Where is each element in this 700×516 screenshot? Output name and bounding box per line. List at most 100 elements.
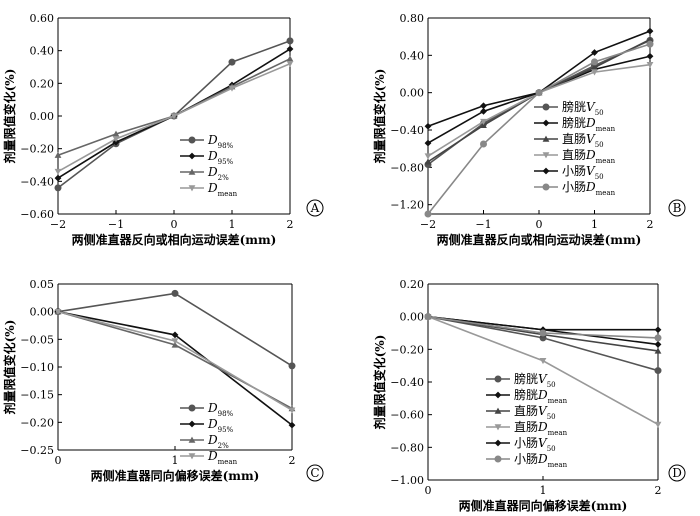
y-tick-label: 0.40 xyxy=(400,49,425,62)
series-line-2 xyxy=(57,58,291,156)
x-tick-label: −1 xyxy=(108,218,124,231)
y-axis-title: 剂量限值变化(%) xyxy=(372,335,387,431)
legend-entry: 直肠V50 xyxy=(514,404,556,421)
data-point xyxy=(591,64,598,71)
data-point xyxy=(228,85,236,92)
data-point xyxy=(480,107,487,115)
y-tick-label: 0.05 xyxy=(30,278,55,291)
series-line-3 xyxy=(427,63,651,157)
legend-marker xyxy=(542,183,550,191)
panel-letter: A xyxy=(310,201,320,215)
x-tick-label: −1 xyxy=(475,218,491,231)
y-tick-label: 0.20 xyxy=(400,278,425,291)
legend-marker xyxy=(494,439,502,447)
series-line-1 xyxy=(57,310,293,426)
data-point xyxy=(54,174,62,182)
legend-entry: D2% xyxy=(207,165,229,182)
legend-entry: 小肠Dmean xyxy=(562,180,616,197)
y-tick-label: −0.15 xyxy=(20,389,54,402)
y-tick-label: −0.80 xyxy=(390,161,424,174)
x-tick-label: 2 xyxy=(647,218,654,231)
y-tick-label: 0.00 xyxy=(400,311,425,324)
y-tick-label: −0.10 xyxy=(20,361,54,374)
series-line-2 xyxy=(427,38,651,163)
x-tick-label: 0 xyxy=(55,454,62,467)
series-line-4 xyxy=(427,30,651,144)
data-point xyxy=(539,329,547,337)
panel-letter-circle xyxy=(668,199,686,217)
data-point xyxy=(286,45,294,53)
legend-entry: 膀胱Dmean xyxy=(514,387,568,405)
legend-marker xyxy=(188,185,196,192)
data-point xyxy=(654,367,662,375)
data-point xyxy=(112,130,120,137)
data-point xyxy=(591,49,598,56)
legend-marker xyxy=(188,420,196,428)
legend-entry: 小肠V50 xyxy=(562,164,604,181)
chart-panel-C: −0.25 −0.20 −0.15 −0.10 −0.05 0.00 0.05 0 1 2 两侧准直… xyxy=(2,278,324,483)
y-tick-label: −0.20 xyxy=(390,343,424,356)
data-point xyxy=(286,55,294,62)
x-tick-label: 2 xyxy=(655,484,662,497)
y-tick-label: −0.05 xyxy=(20,333,54,346)
y-tick-label: 0.00 xyxy=(30,306,55,319)
x-tick-label: 0 xyxy=(536,218,543,231)
data-point xyxy=(591,69,598,76)
data-point xyxy=(424,158,432,165)
legend-marker xyxy=(188,168,196,175)
data-point xyxy=(654,347,662,354)
x-tick-label: 0 xyxy=(425,484,432,497)
data-point xyxy=(171,338,179,345)
data-point xyxy=(591,58,598,66)
series-line-0 xyxy=(57,292,293,367)
data-point xyxy=(170,113,178,120)
x-tick-label: 2 xyxy=(289,454,296,467)
legend-marker xyxy=(494,424,502,431)
data-point xyxy=(288,421,296,429)
legend-entry: D95% xyxy=(207,149,234,166)
series-line-3 xyxy=(57,310,293,411)
x-tick-label: −2 xyxy=(50,218,66,231)
legend-marker xyxy=(542,119,550,127)
x-tick-label: −2 xyxy=(420,218,436,231)
legend-marker xyxy=(188,136,196,144)
panel-letter: B xyxy=(673,201,682,215)
data-point xyxy=(480,102,487,110)
y-tick-label: −1.00 xyxy=(390,474,424,487)
y-tick-label: −0.40 xyxy=(390,376,424,389)
legend: D98%D95%D2%Dmean xyxy=(180,401,238,466)
legend-entry: 小肠Dmean xyxy=(514,452,568,469)
y-tick-label: −0.40 xyxy=(390,124,424,137)
data-point xyxy=(424,210,432,218)
legend-entry: D98% xyxy=(207,401,234,418)
y-tick-label: −0.80 xyxy=(390,441,424,454)
data-point xyxy=(424,122,432,130)
legend-marker xyxy=(494,455,502,463)
data-point xyxy=(646,27,654,35)
chart-panel-B: −1.20 −0.80 −0.40 0.00 0.40 0.80 −2 −1 0 1 2 两侧准直器反… xyxy=(372,12,686,247)
legend-marker xyxy=(542,135,550,142)
chart-panel-A: −0.60 −0.40 −0.20 0.00 0.20 0.40 0.60 −2 −1 0 1 2 两侧… xyxy=(2,12,324,247)
x-tick-label: 0 xyxy=(171,218,178,231)
data-point xyxy=(480,118,487,125)
legend-marker xyxy=(494,391,502,399)
y-tick-label: 0.40 xyxy=(30,45,55,58)
x-tick-label: 1 xyxy=(172,454,179,467)
legend-entry: 直肠V50 xyxy=(562,132,604,149)
series-line-0 xyxy=(427,39,651,166)
data-point xyxy=(424,139,432,147)
legend-entry: D2% xyxy=(207,433,229,450)
y-tick-label: −0.25 xyxy=(20,444,54,457)
y-tick-label: −0.20 xyxy=(20,416,54,429)
data-point xyxy=(54,151,62,158)
y-tick-label: 0.00 xyxy=(400,87,425,100)
legend: D98%D95%D2%Dmean xyxy=(180,133,238,198)
x-tick-label: 1 xyxy=(591,218,598,231)
x-tick-label: 1 xyxy=(540,484,547,497)
panel-letter-circle xyxy=(306,464,324,482)
legend-marker xyxy=(188,453,196,460)
data-point xyxy=(424,153,432,160)
data-point xyxy=(480,140,487,148)
